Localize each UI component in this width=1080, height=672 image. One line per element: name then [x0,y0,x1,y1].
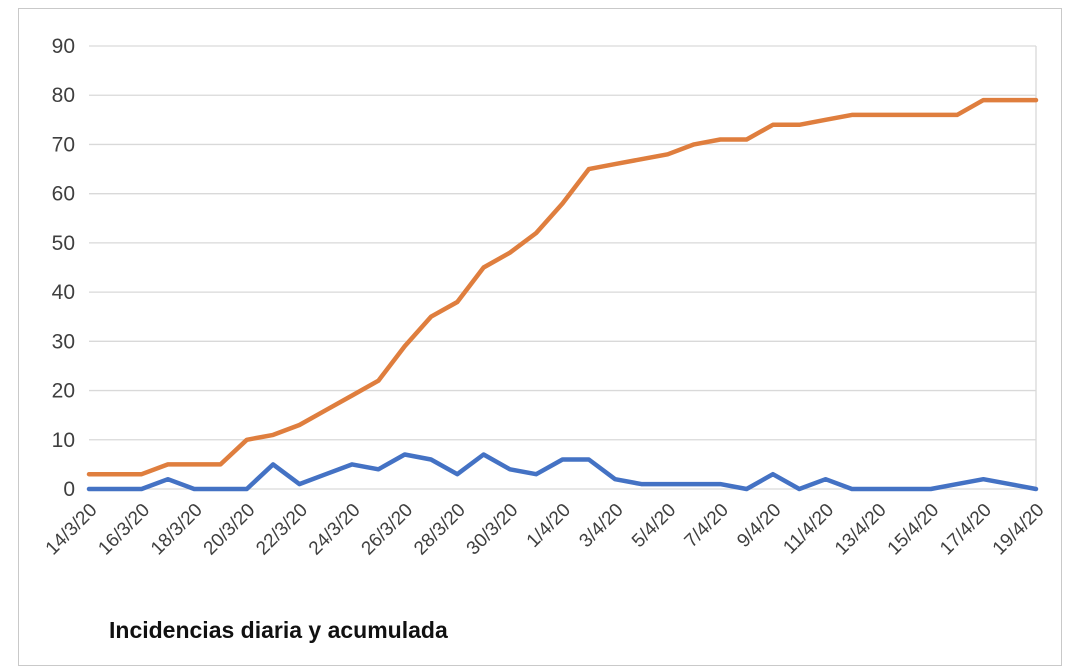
x-tick-label: 30/3/20 [463,500,523,560]
line-chart: 0 10 20 30 40 50 60 70 80 90 14/3/2016/3/2018/3/20… [42,35,1049,560]
x-tick-label: 15/4/20 [884,500,944,560]
y-tick-label: 50 [52,232,75,255]
x-tick-label: 20/3/20 [200,500,260,560]
x-tick-label: 5/4/20 [628,500,680,552]
x-tick-label: 22/3/20 [252,500,312,560]
series-acumulada [86,97,1039,477]
x-tick-label: 7/4/20 [681,500,733,552]
y-tick-label: 90 [52,35,75,58]
x-tick-label: 11/4/20 [779,500,838,559]
y-tick-label: 0 [63,478,75,501]
chart-title: Incidencias diaria y acumulada [109,617,448,643]
x-tick-label: 18/3/20 [147,500,207,560]
y-tick-label: 40 [52,281,75,304]
x-tick-label: 19/4/20 [989,500,1049,560]
x-tick-label: 17/4/20 [936,500,996,560]
x-tick-label: 13/4/20 [831,500,891,560]
x-tick-label: 9/4/20 [733,500,785,552]
y-tick-label: 30 [52,330,75,353]
x-tick-label: 3/4/20 [575,500,627,552]
y-tick-label: 70 [52,133,75,156]
y-tick-label: 10 [52,429,75,452]
y-tick-label: 20 [52,380,75,403]
y-tick-label: 60 [52,183,75,206]
series-diaria [86,452,1039,492]
x-tick-label: 26/3/20 [358,500,418,560]
x-tick-label: 1/4/20 [523,500,575,552]
x-tick-label: 16/3/20 [94,500,154,560]
y-tick-label: 80 [52,84,75,107]
x-tick-label: 14/3/20 [42,500,102,560]
x-tick-label: 24/3/20 [305,500,365,560]
x-tick-label: 28/3/20 [410,500,470,560]
chart-frame: 0 10 20 30 40 50 60 70 80 90 14/3/20 16/3/20 18/3/20… [18,8,1062,666]
